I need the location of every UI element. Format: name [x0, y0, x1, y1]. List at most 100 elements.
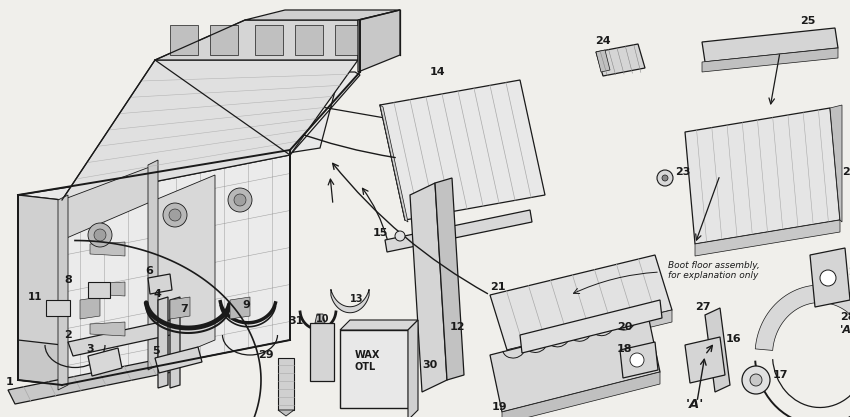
Text: 23: 23	[675, 167, 690, 177]
Polygon shape	[408, 320, 418, 417]
Text: OTL: OTL	[355, 362, 377, 372]
Polygon shape	[90, 322, 125, 336]
Circle shape	[820, 270, 836, 286]
Text: 2: 2	[64, 330, 71, 340]
Polygon shape	[8, 358, 172, 404]
Circle shape	[657, 170, 673, 186]
Text: 15: 15	[372, 228, 388, 238]
Polygon shape	[80, 297, 100, 319]
Polygon shape	[596, 50, 610, 72]
Text: 18: 18	[617, 344, 632, 354]
Polygon shape	[148, 274, 172, 294]
Text: 16: 16	[726, 334, 741, 344]
Polygon shape	[380, 105, 408, 222]
Circle shape	[630, 353, 644, 367]
Text: Boot floor assembly,: Boot floor assembly,	[668, 261, 760, 270]
Text: 12: 12	[450, 322, 466, 332]
Polygon shape	[155, 20, 358, 60]
Polygon shape	[620, 342, 658, 378]
Polygon shape	[62, 60, 358, 200]
Text: 14: 14	[430, 67, 445, 77]
Bar	[46, 300, 70, 316]
Text: 3: 3	[86, 344, 94, 354]
Bar	[340, 330, 408, 408]
Polygon shape	[148, 160, 158, 370]
Polygon shape	[68, 320, 175, 356]
Polygon shape	[756, 285, 850, 350]
Circle shape	[94, 229, 106, 241]
Polygon shape	[245, 10, 400, 20]
Circle shape	[742, 366, 770, 394]
Polygon shape	[702, 48, 838, 72]
Text: 9: 9	[242, 300, 250, 310]
Polygon shape	[810, 248, 850, 307]
Text: 31: 31	[288, 316, 303, 326]
Text: 'A': 'A'	[686, 398, 704, 411]
Polygon shape	[255, 25, 283, 55]
Polygon shape	[340, 320, 418, 330]
Text: 28: 28	[840, 312, 850, 322]
Text: for explanation only: for explanation only	[668, 271, 758, 280]
Polygon shape	[18, 72, 360, 245]
Circle shape	[163, 203, 187, 227]
Polygon shape	[830, 105, 842, 222]
Text: 13: 13	[350, 294, 364, 304]
Polygon shape	[90, 242, 125, 256]
Polygon shape	[170, 25, 198, 55]
Text: 22: 22	[842, 167, 850, 177]
Text: 26: 26	[848, 267, 850, 277]
Polygon shape	[88, 348, 122, 376]
Polygon shape	[502, 372, 660, 417]
Circle shape	[228, 188, 252, 212]
Polygon shape	[385, 210, 532, 252]
Text: 20: 20	[617, 322, 632, 332]
Text: 1: 1	[6, 377, 14, 387]
Polygon shape	[18, 195, 62, 385]
Polygon shape	[490, 315, 660, 412]
Polygon shape	[62, 155, 290, 385]
Text: 30: 30	[422, 360, 437, 370]
Circle shape	[169, 209, 181, 221]
Polygon shape	[380, 80, 545, 220]
Polygon shape	[18, 340, 62, 385]
Bar	[310, 323, 334, 381]
Polygon shape	[295, 25, 323, 55]
Polygon shape	[520, 300, 662, 353]
Polygon shape	[596, 44, 645, 76]
Polygon shape	[18, 195, 62, 345]
Polygon shape	[62, 165, 155, 240]
Circle shape	[88, 223, 112, 247]
Text: 8: 8	[64, 275, 71, 285]
Polygon shape	[315, 314, 325, 323]
Polygon shape	[358, 10, 400, 72]
Polygon shape	[685, 108, 840, 244]
Circle shape	[395, 231, 405, 241]
Polygon shape	[90, 282, 125, 296]
Text: 19: 19	[492, 402, 507, 412]
Text: 5: 5	[152, 346, 160, 356]
Polygon shape	[170, 297, 180, 388]
Polygon shape	[155, 175, 215, 365]
Polygon shape	[705, 308, 730, 392]
Text: 27: 27	[695, 302, 711, 312]
Text: 4: 4	[154, 289, 162, 299]
Text: 24: 24	[595, 36, 610, 46]
Polygon shape	[158, 297, 168, 388]
Text: 'A': 'A'	[840, 325, 850, 335]
Circle shape	[662, 175, 668, 181]
Text: 25: 25	[800, 16, 815, 26]
Polygon shape	[58, 195, 68, 390]
Polygon shape	[490, 255, 672, 350]
Polygon shape	[170, 297, 190, 319]
Text: 29: 29	[258, 350, 274, 360]
Polygon shape	[335, 25, 363, 55]
Circle shape	[234, 194, 246, 206]
Polygon shape	[702, 28, 838, 62]
Text: 7: 7	[180, 304, 188, 314]
Polygon shape	[507, 310, 672, 362]
Polygon shape	[435, 178, 464, 380]
Polygon shape	[155, 347, 202, 373]
Text: 10: 10	[316, 314, 330, 324]
Polygon shape	[230, 297, 250, 319]
Polygon shape	[410, 183, 447, 392]
